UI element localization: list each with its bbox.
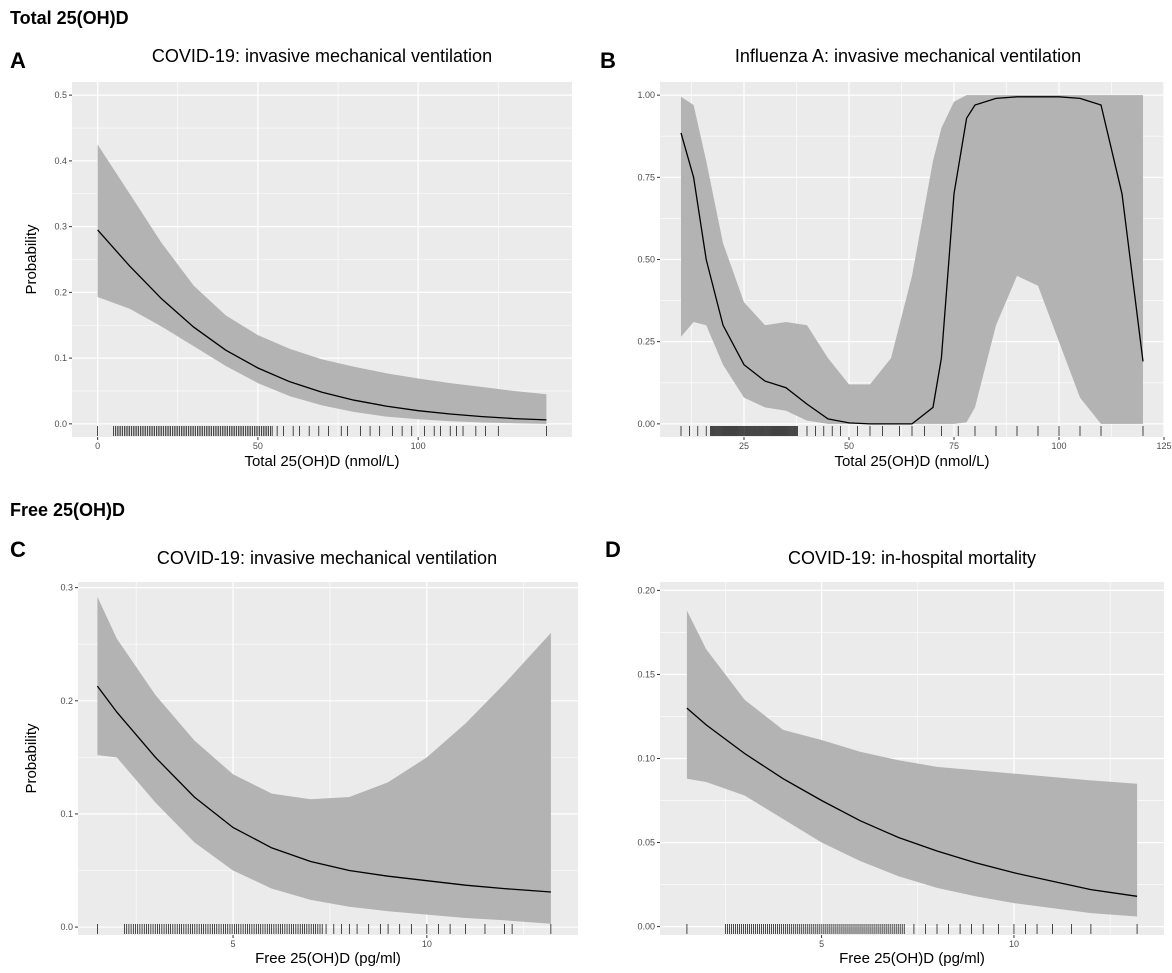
- panel-b-y-tick-label: 0.00: [637, 419, 655, 429]
- panel-a-y-tick-label: 0.2: [54, 287, 67, 297]
- panel-b-x-tick-label: 25: [739, 441, 749, 451]
- panel-b-x-tick-label: 50: [844, 441, 854, 451]
- panel-a-y-tick-label: 0.0: [54, 419, 67, 429]
- panel-c-y-axis-title: Probability: [23, 723, 40, 794]
- panel-c-x-axis-title: Free 25(OH)D (pg/ml): [255, 950, 401, 967]
- panel-a-letter: A: [10, 48, 26, 73]
- panel-d-letter: D: [605, 537, 621, 562]
- panel-a: 0 50 100 0.0 0.1 0.2 0.3 0.4 0.5 A COVID-19: invas…: [10, 46, 572, 470]
- panel-d-y-tick-label: 0.05: [637, 838, 655, 848]
- panel-d-y-tick-label: 0.20: [637, 585, 655, 595]
- panel-a-y-tick-label: 0.1: [54, 353, 67, 363]
- panel-b-y-tick-label: 1.00: [637, 90, 655, 100]
- panel-b-y-tick-label: 0.50: [637, 255, 655, 265]
- section-title-free: Free 25(OH)D: [10, 500, 126, 520]
- panel-a-x-tick-label: 0: [95, 441, 100, 451]
- panel-a-title: COVID-19: invasive mechanical ventilatio…: [152, 46, 492, 66]
- panel-a-confidence-band: [97, 144, 547, 424]
- panel-d-x-tick-label: 10: [1009, 939, 1019, 949]
- panel-b-confidence-band: [681, 95, 1143, 424]
- panel-d: 5 10 0.00 0.05 0.10 0.15 0.20 D COVID-19: in-hos…: [605, 537, 1164, 967]
- panel-b-y-tick-label: 0.25: [637, 337, 655, 347]
- panel-b-y-tick-label: 0.75: [637, 172, 655, 182]
- panel-c-y-tick-label: 0.3: [60, 583, 73, 593]
- panel-b: 25 50 75 100 125 0.00 0.25 0.50 0.75 1.00 B Influen…: [600, 46, 1172, 470]
- panel-c-title: COVID-19: invasive mechanical ventilatio…: [157, 548, 497, 568]
- panel-d-x-tick-label: 5: [819, 939, 824, 949]
- panel-c-confidence-band: [97, 596, 551, 924]
- panel-b-title: Influenza A: invasive mechanical ventila…: [735, 46, 1081, 66]
- panel-c-x-tick-label: 10: [422, 939, 432, 949]
- panel-c-probability-line: [96, 685, 551, 893]
- panel-a-y-tick-label: 0.5: [54, 90, 67, 100]
- panel-a-y-tick-label: 0.4: [54, 156, 67, 166]
- panel-a-x-tick-label: 50: [253, 441, 263, 451]
- panel-c: 5 10 0.0 0.1 0.2 0.3 C COVID-19: invasive mecha…: [10, 537, 578, 967]
- panel-b-x-tick-label: 75: [949, 441, 959, 451]
- panel-a-y-axis-title: Probability: [23, 224, 40, 295]
- panel-d-probability-line: [686, 707, 1138, 897]
- section-title-total: Total 25(OH)D: [10, 8, 129, 28]
- panel-d-title: COVID-19: in-hospital mortality: [788, 548, 1036, 568]
- panel-d-y-tick-label: 0.10: [637, 754, 655, 764]
- panel-b-x-tick-label: 125: [1156, 441, 1171, 451]
- panel-d-x-axis-title: Free 25(OH)D (pg/ml): [839, 950, 985, 967]
- panel-b-x-axis-title: Total 25(OH)D (nmol/L): [834, 453, 989, 470]
- panel-a-y-tick-label: 0.3: [54, 222, 67, 232]
- panel-c-y-tick-label: 0.1: [60, 809, 73, 819]
- panel-a-x-tick-label: 100: [411, 441, 426, 451]
- panel-c-y-tick-label: 0.0: [60, 922, 73, 932]
- panel-b-probability-line: [680, 96, 1144, 425]
- panel-a-probability-line: [97, 229, 547, 421]
- panel-c-y-tick-label: 0.2: [60, 696, 73, 706]
- panel-c-letter: C: [10, 537, 26, 562]
- panel-d-confidence-band: [686, 610, 1138, 917]
- panel-d-y-tick-label: 0.00: [637, 922, 655, 932]
- panel-d-y-tick-label: 0.15: [637, 669, 655, 679]
- panel-b-letter: B: [600, 48, 616, 73]
- panel-c-x-tick-label: 5: [231, 939, 236, 949]
- panel-a-x-axis-title: Total 25(OH)D (nmol/L): [244, 453, 399, 470]
- panel-b-x-tick-label: 100: [1051, 441, 1066, 451]
